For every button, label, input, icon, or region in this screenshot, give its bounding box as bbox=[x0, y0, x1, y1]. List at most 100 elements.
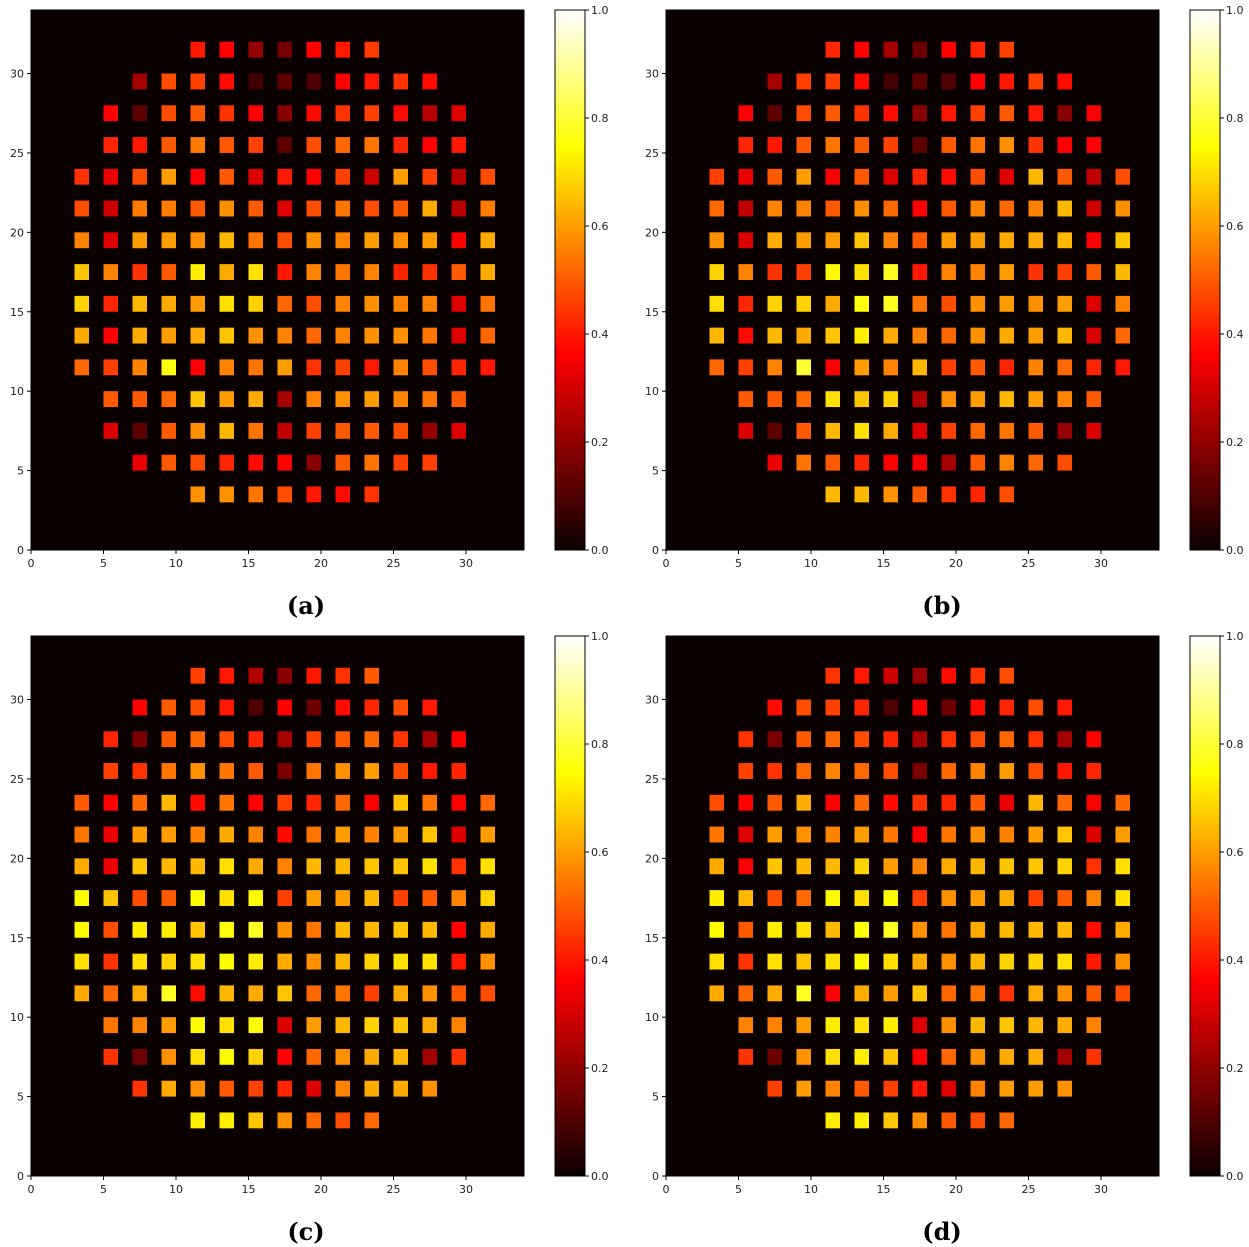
heatmap-cell bbox=[103, 953, 118, 970]
heatmap-cell bbox=[190, 295, 205, 312]
heatmap-cell bbox=[393, 921, 408, 938]
heatmap-cell bbox=[219, 295, 234, 312]
heatmap-cell bbox=[306, 391, 321, 408]
heatmap-cell bbox=[738, 763, 753, 779]
heatmap-cell bbox=[854, 486, 869, 503]
heatmap-cell bbox=[941, 921, 956, 938]
heatmap-cell bbox=[364, 137, 379, 153]
heatmap-cell bbox=[103, 763, 118, 779]
heatmap-cell bbox=[738, 264, 753, 280]
colorbar-tick-label: 1.0 bbox=[591, 4, 609, 17]
heatmap-cell bbox=[767, 327, 782, 344]
x-tick-label: 30 bbox=[459, 557, 473, 570]
heatmap-cell bbox=[825, 794, 840, 811]
heatmap-cell bbox=[970, 41, 985, 58]
heatmap-cell bbox=[364, 327, 379, 344]
heatmap-cell bbox=[1115, 359, 1130, 376]
heatmap-cell bbox=[393, 1017, 408, 1034]
heatmap-cell bbox=[161, 1017, 176, 1034]
heatmap-cell bbox=[161, 200, 176, 217]
heatmap-cell bbox=[1028, 953, 1043, 970]
heatmap-cell bbox=[451, 232, 466, 249]
heatmap-cell bbox=[306, 699, 321, 716]
heatmap-cell bbox=[1086, 327, 1101, 344]
heatmap-cell bbox=[767, 137, 782, 153]
heatmap-cell bbox=[970, 826, 985, 843]
heatmap-cell bbox=[277, 422, 292, 439]
heatmap-cell bbox=[1086, 105, 1101, 122]
colorbar-tick-label: 0.6 bbox=[1226, 220, 1244, 233]
heatmap-cell bbox=[1057, 858, 1072, 875]
heatmap-cell bbox=[161, 826, 176, 843]
heatmap-cell bbox=[912, 232, 927, 249]
heatmap-cell bbox=[451, 359, 466, 376]
y-tick-label: 5 bbox=[652, 465, 659, 478]
heatmap-cell bbox=[854, 1048, 869, 1065]
heatmap-cell bbox=[190, 1048, 205, 1065]
heatmap-cell bbox=[132, 763, 147, 779]
y-tick-label: 5 bbox=[17, 465, 24, 478]
colorbar-tick-label: 0.2 bbox=[591, 1062, 609, 1075]
heatmap-cell bbox=[451, 105, 466, 122]
heatmap-cell bbox=[854, 454, 869, 471]
heatmap-cell bbox=[767, 200, 782, 217]
heatmap-cell bbox=[796, 699, 811, 716]
heatmap-cell bbox=[393, 699, 408, 716]
heatmap-cell bbox=[364, 105, 379, 122]
heatmap-cell bbox=[854, 422, 869, 439]
heatmap-cell bbox=[941, 858, 956, 875]
heatmap-cell bbox=[767, 264, 782, 280]
heatmap-cell bbox=[1028, 295, 1043, 312]
heatmap-cell bbox=[132, 858, 147, 875]
heatmap-cell bbox=[132, 327, 147, 344]
y-tick-label: 10 bbox=[645, 385, 659, 398]
heatmap-cell bbox=[796, 890, 811, 906]
heatmap-cell bbox=[219, 921, 234, 938]
heatmap-cell bbox=[1086, 1017, 1101, 1034]
heatmap-cell bbox=[248, 264, 263, 280]
x-tick-label: 30 bbox=[459, 1183, 473, 1196]
heatmap-cell bbox=[941, 264, 956, 280]
heatmap-cell bbox=[422, 359, 437, 376]
heatmap-cell bbox=[825, 391, 840, 408]
heatmap-cell bbox=[999, 699, 1014, 716]
heatmap-cell bbox=[190, 858, 205, 875]
heatmap-cell bbox=[480, 200, 495, 217]
heatmap-cell bbox=[825, 1080, 840, 1097]
heatmap-cell bbox=[883, 327, 898, 344]
heatmap-cell bbox=[451, 731, 466, 748]
colorbar-tick-label: 0.2 bbox=[591, 436, 609, 449]
heatmap-cell bbox=[1028, 1017, 1043, 1034]
heatmap-cell bbox=[393, 327, 408, 344]
heatmap-cell bbox=[335, 264, 350, 280]
heatmap-cell bbox=[277, 327, 292, 344]
heatmap-cell bbox=[306, 422, 321, 439]
y-tick-label: 25 bbox=[645, 773, 659, 786]
heatmap-cell bbox=[912, 1017, 927, 1034]
heatmap-cell bbox=[190, 200, 205, 217]
heatmap-cell bbox=[277, 763, 292, 779]
heatmap-cell bbox=[854, 858, 869, 875]
heatmap-cell bbox=[941, 890, 956, 906]
heatmap-cell bbox=[941, 1112, 956, 1129]
heatmap-cell bbox=[912, 1048, 927, 1065]
heatmap-cell bbox=[825, 137, 840, 153]
colorbar-tick-label: 1.0 bbox=[1226, 630, 1244, 643]
heatmap-cell bbox=[825, 454, 840, 471]
heatmap-cell bbox=[480, 953, 495, 970]
heatmap-cell bbox=[219, 486, 234, 503]
heatmap-cell bbox=[970, 327, 985, 344]
heatmap-cell bbox=[422, 232, 437, 249]
heatmap-cell bbox=[451, 763, 466, 779]
heatmap-cell bbox=[248, 890, 263, 906]
heatmap-cell bbox=[999, 41, 1014, 58]
heatmap-cell bbox=[1086, 295, 1101, 312]
heatmap-cell bbox=[825, 168, 840, 185]
heatmap-cell bbox=[451, 794, 466, 811]
heatmap-cell bbox=[825, 486, 840, 503]
heatmap-cell bbox=[103, 731, 118, 748]
heatmap-cell bbox=[219, 137, 234, 153]
heatmap-cell bbox=[999, 1017, 1014, 1034]
heatmap-cell bbox=[1028, 327, 1043, 344]
heatmap-cell bbox=[709, 858, 724, 875]
